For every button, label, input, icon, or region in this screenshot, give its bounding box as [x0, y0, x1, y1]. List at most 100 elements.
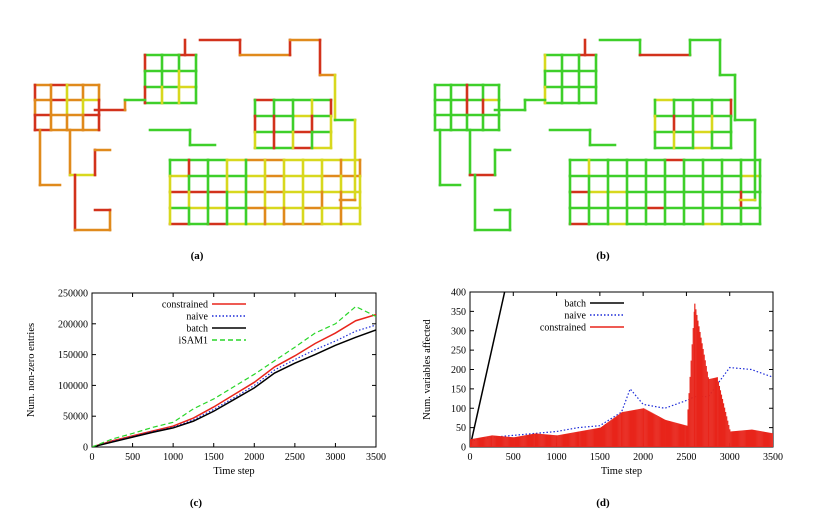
caption-b: (b): [596, 250, 610, 262]
y-tick-label: 50: [456, 423, 466, 434]
y-tick-label: 400: [451, 288, 466, 299]
bar-constrained: [731, 431, 733, 447]
bar-constrained: [575, 432, 577, 447]
bar-constrained: [503, 436, 505, 447]
bar-constrained: [624, 411, 626, 447]
bar-constrained: [677, 423, 679, 447]
legend-label: naive: [564, 311, 586, 322]
chart-d: 0 500 1000 1500 2000 2500 3000 3500 0 50 100 150 200…: [422, 288, 783, 478]
bar-constrained: [588, 429, 590, 447]
bar-constrained: [708, 379, 710, 447]
bar-constrained: [714, 377, 716, 447]
bar-constrained: [676, 422, 678, 447]
bar-constrained: [630, 410, 633, 447]
bar-constrained: [771, 433, 773, 447]
bar-constrained: [695, 309, 697, 447]
bar-constrained: [611, 419, 613, 447]
bar-constrained: [680, 424, 682, 447]
trajectory-map-b: [433, 38, 762, 232]
bar-constrained: [673, 422, 675, 447]
bar-constrained: [500, 436, 503, 447]
bar-constrained: [722, 403, 725, 447]
bar-constrained: [554, 435, 556, 447]
bar-constrained: [502, 436, 504, 447]
bar-constrained: [625, 411, 627, 447]
bar-constrained: [473, 438, 475, 447]
bar-constrained: [638, 409, 640, 447]
bar-constrained: [574, 432, 576, 447]
bar-constrained: [684, 425, 686, 447]
bar-constrained: [755, 430, 757, 447]
bar-constrained: [506, 436, 508, 447]
bar-constrained: [660, 417, 663, 447]
series-line-batch: [470, 292, 506, 447]
legend-label: naive: [186, 312, 208, 323]
bar-constrained: [561, 434, 563, 447]
bar-constrained: [650, 412, 652, 447]
bar-constrained: [730, 431, 732, 447]
bar-constrained: [609, 420, 611, 447]
bar-constrained: [702, 348, 704, 447]
y-tick-label: 0: [461, 443, 466, 454]
x-axis-label: Time step: [213, 466, 254, 477]
bar-constrained: [578, 431, 580, 447]
bar-constrained: [598, 427, 601, 447]
bar-constrained: [528, 434, 531, 447]
bar-constrained: [640, 408, 642, 447]
bar-constrained: [645, 409, 647, 447]
bar-constrained: [698, 326, 700, 447]
legend-label: batch: [186, 324, 208, 335]
bar-constrained: [738, 430, 740, 447]
bar-constrained: [553, 435, 555, 447]
bar-constrained: [572, 432, 574, 447]
bar-constrained: [544, 434, 546, 447]
bar-constrained: [744, 430, 746, 447]
bar-constrained: [715, 377, 717, 447]
bar-constrained: [600, 426, 603, 447]
bar-constrained: [535, 433, 538, 447]
bar-constrained: [541, 433, 543, 447]
bar-constrained: [563, 434, 566, 447]
bar-constrained: [629, 410, 632, 447]
bar-constrained: [655, 414, 657, 447]
bar-constrained: [657, 416, 659, 447]
bar-constrained: [763, 431, 766, 447]
bar-constrained: [766, 432, 769, 447]
bar-constrained: [701, 343, 703, 447]
bar-constrained: [720, 394, 723, 447]
bar-constrained: [610, 420, 612, 447]
bar-constrained: [739, 430, 741, 447]
bar-constrained: [747, 429, 749, 447]
bar-constrained: [556, 435, 558, 447]
bar-constrained: [559, 434, 561, 447]
legend-label: iSAM1: [179, 336, 208, 347]
bar-constrained: [740, 430, 742, 447]
bar-constrained: [668, 420, 671, 447]
bar-constrained: [627, 411, 629, 447]
bar-constrained: [481, 437, 483, 447]
x-tick-label: 500: [506, 452, 521, 463]
bar-constrained: [691, 344, 693, 447]
bar-constrained: [694, 303, 696, 447]
bar-constrained: [703, 354, 705, 447]
x-tick-label: 3000: [325, 452, 345, 463]
bar-constrained: [540, 433, 542, 447]
bar-constrained: [551, 434, 553, 447]
bar-constrained: [743, 430, 745, 447]
bar-constrained: [517, 436, 519, 447]
bar-constrained: [519, 436, 521, 447]
x-tick-label: 0: [90, 452, 95, 463]
bar-constrained: [607, 422, 609, 447]
bar-constrained: [505, 436, 507, 447]
bar-constrained: [704, 360, 706, 447]
bar-constrained: [495, 435, 497, 447]
y-tick-label: 200: [451, 365, 466, 376]
y-tick-label: 100: [451, 404, 466, 415]
bar-constrained: [719, 390, 722, 447]
x-tick-label: 1000: [163, 452, 183, 463]
bar-constrained: [612, 418, 614, 447]
bar-constrained: [474, 438, 476, 447]
bar-constrained: [582, 430, 584, 447]
x-tick-label: 3500: [763, 452, 783, 463]
